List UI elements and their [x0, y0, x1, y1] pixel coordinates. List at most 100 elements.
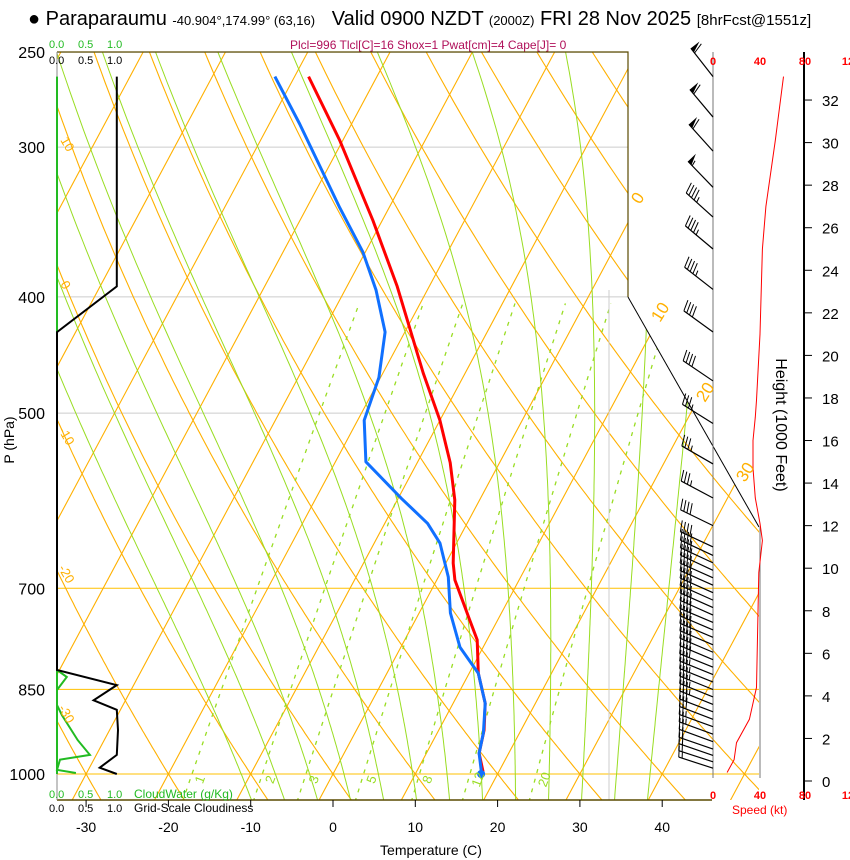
barb-feather	[689, 260, 696, 272]
cloudiness-scale-bottom: 1.0	[107, 803, 122, 815]
barb-feather	[689, 524, 693, 537]
barb-feather	[679, 604, 682, 616]
cloudiness-title: Grid-Scale Cloudiness	[134, 801, 253, 815]
dry-adiabat-label: -10	[55, 424, 77, 448]
barb-feather	[685, 697, 688, 709]
wind-barb	[679, 559, 714, 586]
barb-feather	[682, 628, 686, 640]
wind-barb	[679, 528, 714, 556]
barb-feather	[683, 471, 688, 483]
plot-border-top	[57, 51, 629, 297]
wind-barb	[690, 41, 714, 78]
y-axis-title: P (hPa)	[1, 416, 17, 463]
barb-feather	[682, 651, 685, 663]
barb-half-feather	[688, 666, 691, 673]
wind-barb	[682, 349, 714, 382]
isotherm-label: 10	[647, 299, 673, 325]
barb-feather	[691, 306, 697, 318]
moist-adiabat-line	[471, 52, 552, 800]
cloud-water-scale-bottom: 0.0	[49, 789, 64, 801]
x-tick-label: 40	[654, 819, 670, 835]
dry-adiabat-line	[425, 52, 759, 800]
barb-half-feather	[696, 197, 700, 203]
wind-barb	[679, 642, 714, 668]
barb-feather	[689, 556, 692, 568]
barb-half-feather	[688, 659, 691, 666]
barb-feather	[682, 605, 686, 618]
wind-barb	[679, 619, 714, 646]
barb-feather	[684, 215, 691, 227]
x-tick-label: -20	[158, 819, 178, 835]
barb-feather	[682, 568, 686, 580]
barb-feather	[682, 620, 686, 633]
barb-feather	[681, 393, 687, 405]
barb-half-feather	[688, 681, 691, 688]
height-tick-label: 10	[822, 561, 839, 578]
barb-shaft	[678, 713, 714, 728]
barb-feather	[678, 745, 680, 758]
wind-barb	[679, 634, 714, 661]
speed-tick-label-bottom: 0	[710, 790, 716, 802]
height-tick-label: 12	[822, 519, 839, 536]
wind-speed-line	[726, 76, 784, 773]
barb-feather	[689, 608, 692, 621]
barb-feather	[693, 222, 699, 233]
barb-shaft	[688, 123, 714, 152]
barb-feather	[682, 598, 686, 610]
cloud-water-scale-top: 0.0	[49, 39, 64, 51]
wind-barb	[679, 520, 714, 548]
barb-feather	[679, 649, 682, 662]
barb-feather	[689, 630, 692, 643]
isotherm-line	[152, 52, 556, 800]
barb-feather	[682, 613, 686, 625]
barb-shaft	[678, 721, 714, 735]
wind-barb	[679, 581, 714, 609]
moist-adiabat-line	[57, 52, 352, 800]
barb-feather	[685, 690, 688, 702]
cloud-water-title: CloudWater (g/Kg)	[134, 787, 233, 801]
barb-feather	[686, 591, 689, 604]
barb-feather	[679, 559, 683, 571]
barb-feather	[689, 548, 693, 560]
barb-shaft	[681, 445, 714, 465]
barb-feather	[690, 219, 697, 231]
barb-feather	[679, 679, 682, 691]
barb-feather	[679, 581, 683, 594]
mixing-ratio-line	[296, 303, 464, 800]
barb-pennant	[687, 153, 696, 165]
barb-feather	[686, 569, 689, 581]
barb-feather	[679, 626, 682, 639]
speed-tick-label-bottom: 40	[754, 790, 766, 802]
barb-shaft	[687, 160, 714, 188]
barb-feather	[692, 263, 698, 274]
barb-half-feather	[691, 160, 696, 166]
barb-feather	[686, 473, 691, 485]
wind-barb	[679, 604, 714, 631]
dry-adiabat-line	[93, 52, 521, 800]
height-tick-label: 26	[822, 221, 839, 238]
isotherm-line	[564, 52, 759, 800]
isotherm-line	[70, 52, 473, 800]
barb-feather	[679, 657, 682, 669]
mixing-ratio-label: 3	[305, 773, 322, 785]
barb-feather	[685, 644, 688, 657]
isotherm-line	[57, 52, 144, 800]
mixing-ratio-line	[181, 303, 360, 800]
dry-adiabat-label: 10	[57, 134, 77, 154]
barb-feather	[684, 395, 690, 407]
barb-feather	[682, 560, 686, 573]
barb-feather	[678, 687, 682, 699]
barb-shaft	[678, 750, 714, 763]
x-tick-label: -30	[76, 819, 96, 835]
barb-shaft	[679, 675, 714, 691]
barb-feather	[683, 521, 686, 534]
height-tick-label: 18	[822, 391, 839, 408]
height-tick-label: 28	[822, 178, 839, 195]
x-tick-label: 20	[490, 819, 506, 835]
wind-barb	[679, 589, 714, 616]
barb-feather	[685, 351, 691, 363]
height-tick-label: 16	[822, 434, 839, 451]
height-tick-label: 14	[822, 476, 839, 493]
wind-barb	[679, 649, 714, 676]
barb-feather	[686, 554, 689, 567]
